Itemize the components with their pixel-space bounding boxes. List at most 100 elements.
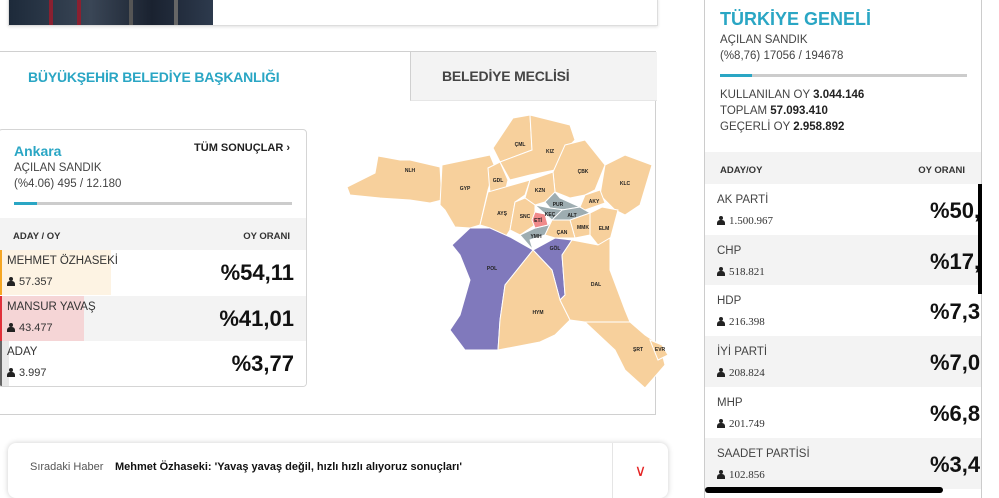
district-label: DAL: [591, 282, 601, 288]
district-label: ÇML: [515, 142, 526, 148]
party-name: İYİ PARTİ: [717, 346, 768, 359]
party-row[interactable]: CHP 518.821 %17,: [705, 234, 981, 286]
candidate-name: ADAY: [7, 346, 38, 358]
user-icon: [717, 317, 725, 327]
district-DAL[interactable]: [559, 237, 631, 323]
district-label: MMK: [577, 225, 589, 231]
district-label: AKY: [589, 199, 600, 205]
party-row[interactable]: İYİ PARTİ 208.824 %7,0: [705, 336, 981, 388]
user-icon: [7, 322, 15, 332]
opened-label: AÇILAN SANDIK: [14, 162, 102, 174]
col-candidate: ADAY / OY: [13, 231, 61, 242]
party-rate: %7,0: [930, 350, 981, 376]
used-votes: KULLANILAN OY 3.044.146: [720, 89, 864, 101]
votes-value: 518.821: [729, 265, 765, 278]
news-card[interactable]: [8, 0, 658, 26]
total-votes: TOPLAM 57.093.410: [720, 105, 828, 117]
district-ETİ[interactable]: [531, 211, 549, 229]
candidate-votes: 43.477: [7, 322, 53, 334]
candidate-row[interactable]: ADAY 3.997 %3,77: [0, 341, 306, 386]
news-photo[interactable]: [9, 0, 213, 25]
party-rate: %7,3: [930, 299, 981, 325]
district-POL[interactable]: [449, 227, 534, 351]
district-label: GDL: [493, 178, 504, 184]
party-votes: 518.821: [717, 266, 765, 278]
used-label: KULLANILAN OY: [720, 89, 810, 101]
turkey-title: TÜRKİYE GENELİ: [720, 9, 872, 29]
horizontal-scrollbar[interactable]: [705, 487, 943, 493]
candidate-name: MANSUR YAVAŞ: [7, 300, 96, 313]
district-map: NLH GYP ÇML KIZ GDL ÇBK KLC AYŞ KZN SNC PUR KEÇ ALT Y…: [346, 114, 669, 389]
chevron-right-icon: ›: [286, 142, 290, 154]
tab-metropolitan-mayor[interactable]: BÜYÜKŞEHİR BELEDİYE BAŞKANLIĞI: [28, 68, 280, 85]
votes-value: 57.357: [19, 276, 53, 288]
total-label: TOPLAM: [720, 105, 768, 117]
party-votes: 102.856: [717, 469, 765, 481]
district-label: SNC: [520, 214, 531, 220]
progress-bar: [14, 202, 292, 205]
district-label: ELM: [599, 226, 610, 232]
valid-label: GEÇERLİ OY: [720, 121, 791, 133]
district-EVR[interactable]: [649, 339, 669, 361]
district-label: HYM: [532, 310, 543, 316]
vertical-scrollbar[interactable]: [978, 184, 982, 294]
district-label: ETİ: [534, 217, 542, 224]
party-row[interactable]: HDP 216.398 %7,3: [705, 285, 981, 337]
district-label: NLH: [405, 168, 416, 174]
party-row[interactable]: AK PARTİ 1.500.967 %50,: [705, 184, 981, 235]
vote-share-fill: [0, 341, 9, 386]
district-label: PUR: [553, 202, 564, 208]
party-name: HDP: [717, 295, 742, 308]
party-row[interactable]: MHP 201.749 %6,8: [705, 386, 981, 438]
col-candidate: ADAY/OY: [720, 165, 763, 176]
candidate-votes: 3.997: [7, 367, 47, 379]
district-GYP[interactable]: [439, 154, 496, 229]
next-news-title[interactable]: Mehmet Özhaseki: 'Yavaş yavaş değil, hız…: [115, 461, 462, 473]
party-rate: %17,: [930, 248, 981, 274]
votes-value: 208.824: [729, 367, 765, 380]
candidate-rate: %41,01: [219, 305, 294, 331]
district-HYM[interactable]: [497, 249, 571, 351]
district-GDL[interactable]: [487, 161, 509, 194]
district-label: ALT: [567, 213, 576, 219]
table-header: ADAY/OY OY ORANI: [705, 152, 981, 184]
district-ŞRT[interactable]: [583, 321, 666, 389]
votes-value: 1.500.967: [729, 215, 773, 227]
district-label: YMH: [530, 234, 542, 240]
party-votes: 208.824: [717, 367, 765, 379]
progress-bar: [720, 74, 967, 77]
user-icon: [717, 418, 725, 428]
party-name: CHP: [717, 244, 742, 257]
candidate-name: MEHMET ÖZHASEKİ: [7, 255, 118, 267]
tab-municipal-council[interactable]: BELEDİYE MECLİSİ: [410, 52, 657, 101]
table-header: ADAY / OY OY ORANI: [0, 218, 306, 250]
district-label: GÖL: [550, 245, 561, 252]
user-icon: [717, 469, 725, 479]
district-ÇAN[interactable]: [544, 219, 576, 239]
opened-value: (%4.06) 495 / 12.180: [14, 178, 122, 190]
district-NLH[interactable]: [346, 155, 443, 204]
opened-value: (%8,76) 17056 / 194678: [720, 50, 844, 62]
district-label: ÇBK: [578, 169, 589, 175]
city-name: Ankara: [14, 143, 62, 159]
user-icon: [7, 277, 15, 286]
district-AKY[interactable]: [579, 189, 606, 211]
user-icon: [7, 368, 15, 377]
next-news-bar[interactable]: Sıradaki Haber Mehmet Özhaseki: 'Yavaş y…: [8, 443, 668, 498]
candidate-row[interactable]: MANSUR YAVAŞ 43.477 %41,01: [0, 295, 306, 341]
votes-value: 43.477: [19, 321, 53, 334]
user-icon: [717, 368, 725, 378]
valid-value: 2.958.892: [793, 121, 845, 133]
district-label: KZN: [535, 188, 546, 194]
party-row[interactable]: SAADET PARTİSİ 102.856 %3,4: [705, 437, 981, 489]
all-results-link[interactable]: TÜM SONUÇLAR ›: [194, 142, 290, 154]
district-label: KLC: [620, 181, 631, 187]
candidate-votes: 57.357: [7, 276, 53, 288]
candidate-row[interactable]: MEHMET ÖZHASEKİ 57.357 %54,11: [0, 250, 306, 295]
votes-value: 201.749: [729, 417, 765, 430]
candidate-rate: %54,11: [220, 260, 294, 285]
chevron-down-icon[interactable]: ∨: [612, 443, 668, 498]
vote-share-fill: [0, 250, 111, 295]
total-value: 57.093.410: [770, 105, 828, 117]
party-votes: 1.500.967: [717, 215, 773, 227]
